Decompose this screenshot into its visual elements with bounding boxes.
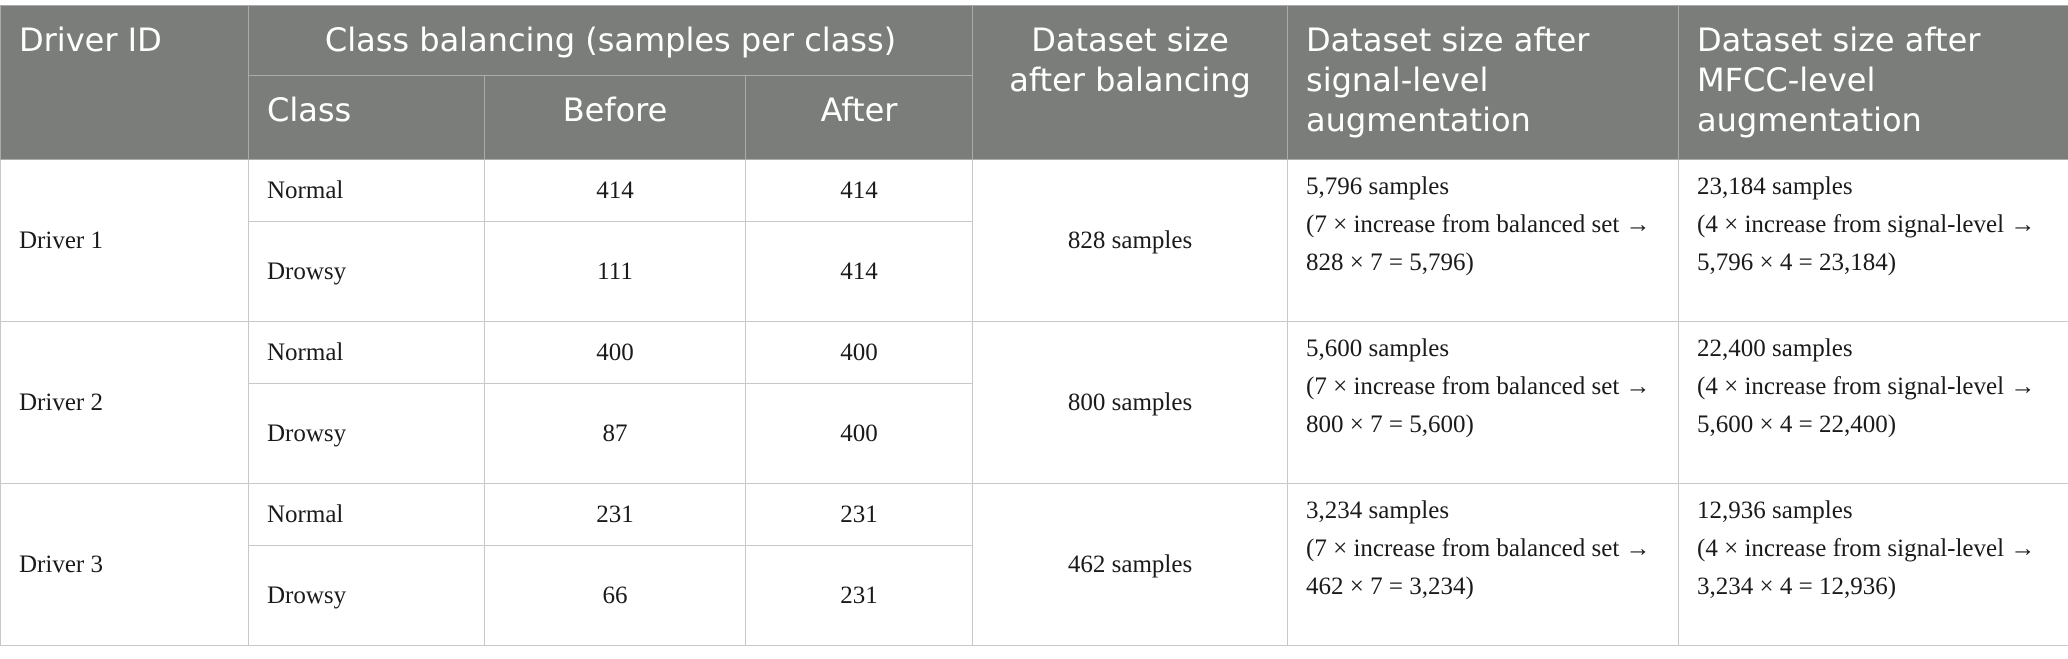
table-body: Driver 1 Normal 414 414 828 samples 5,796 sam…: [0, 159, 2068, 646]
class-cell: Drowsy: [248, 545, 485, 646]
data-table: Driver ID Class balancing (samples per c…: [0, 5, 2068, 646]
before-cell: 400: [484, 321, 746, 384]
signal-cell: 5,796 samples (7 × increase from balanced…: [1287, 159, 1680, 322]
header-cell: Before: [484, 75, 746, 160]
note-text: (4 × increase from signal-level → 5,600 …: [1697, 373, 2036, 438]
before-cell: 111: [484, 221, 746, 322]
note-text: (7 × increase from balanced set → 800 × …: [1306, 373, 1651, 438]
note-text: (7 × increase from balanced set → 828 × …: [1306, 211, 1651, 276]
size-text: 3,234 samples: [1306, 497, 1450, 524]
table-header: Driver ID Class balancing (samples per c…: [0, 5, 2068, 160]
after-cell: 414: [744, 221, 974, 322]
header-cell: After: [744, 75, 974, 160]
balanced-cell: 828 samples: [972, 159, 1289, 322]
size-text: 5,600 samples: [1306, 335, 1450, 362]
driver-cell: Driver 1: [0, 159, 249, 322]
note-text: (4 × increase from signal-level → 5,796 …: [1697, 211, 2036, 276]
before-cell: 414: [484, 159, 746, 222]
before-cell: 87: [484, 383, 746, 484]
size-text: 23,184 samples: [1697, 173, 1853, 200]
header-row: Driver ID Class balancing (samples per c…: [0, 5, 2068, 160]
header-cell: Dataset size after MFCC-level augmentati…: [1678, 5, 2068, 160]
class-cell: Normal: [248, 483, 485, 546]
balanced-cell: 800 samples: [972, 321, 1289, 484]
header-cell: Class balancing (samples per class): [247, 5, 974, 76]
class-cell: Normal: [248, 321, 485, 384]
header-cell: Dataset size after signal-level augmenta…: [1287, 5, 1680, 160]
mfcc-cell: 22,400 samples (4 × increase from signal-…: [1678, 321, 2068, 484]
size-text: 12,936 samples: [1697, 497, 1853, 524]
table-row: Drowsy 87 400: [1, 383, 2068, 484]
mfcc-cell: 12,936 samples (4 × increase from signal-…: [1678, 483, 2068, 646]
before-cell: 231: [484, 483, 746, 546]
table-row: Driver 1 Normal 414 414 828 samples 5,796 sam…: [0, 159, 2068, 322]
balanced-cell: 462 samples: [972, 483, 1289, 646]
table-row: Drowsy 111 414: [1, 221, 2068, 322]
note-text: (7 × increase from balanced set → 462 × …: [1306, 535, 1651, 600]
table-row: Drowsy 66 231: [1, 545, 2068, 646]
size-text: 5,796 samples: [1306, 173, 1450, 200]
class-cell: Drowsy: [248, 383, 485, 484]
before-cell: 66: [484, 545, 746, 646]
after-cell: 400: [744, 383, 974, 484]
header-row: Class Before After: [1, 75, 2068, 160]
driver-cell: Driver 3: [0, 483, 249, 646]
header-cell: Class: [248, 75, 485, 160]
class-cell: Drowsy: [248, 221, 485, 322]
header-cell: Dataset size after balancing: [972, 5, 1289, 160]
class-cell: Normal: [248, 159, 485, 222]
header-cell: Driver ID: [0, 5, 249, 160]
table-row: Driver 2 Normal 400 400 800 samples 5,600 sam…: [0, 321, 2068, 484]
note-text: (4 × increase from signal-level → 3,234 …: [1697, 535, 2036, 600]
table-row: Driver 3 Normal 231 231 462 samples 3,234 sam…: [0, 483, 2068, 646]
size-text: 22,400 samples: [1697, 335, 1853, 362]
signal-cell: 5,600 samples (7 × increase from balanced…: [1287, 321, 1680, 484]
driver-cell: Driver 2: [0, 321, 249, 484]
after-cell: 231: [744, 483, 974, 546]
signal-cell: 3,234 samples (7 × increase from balanced…: [1287, 483, 1680, 646]
after-cell: 414: [744, 159, 974, 222]
mfcc-cell: 23,184 samples (4 × increase from signal-…: [1678, 159, 2068, 322]
after-cell: 400: [744, 321, 974, 384]
after-cell: 231: [744, 545, 974, 646]
